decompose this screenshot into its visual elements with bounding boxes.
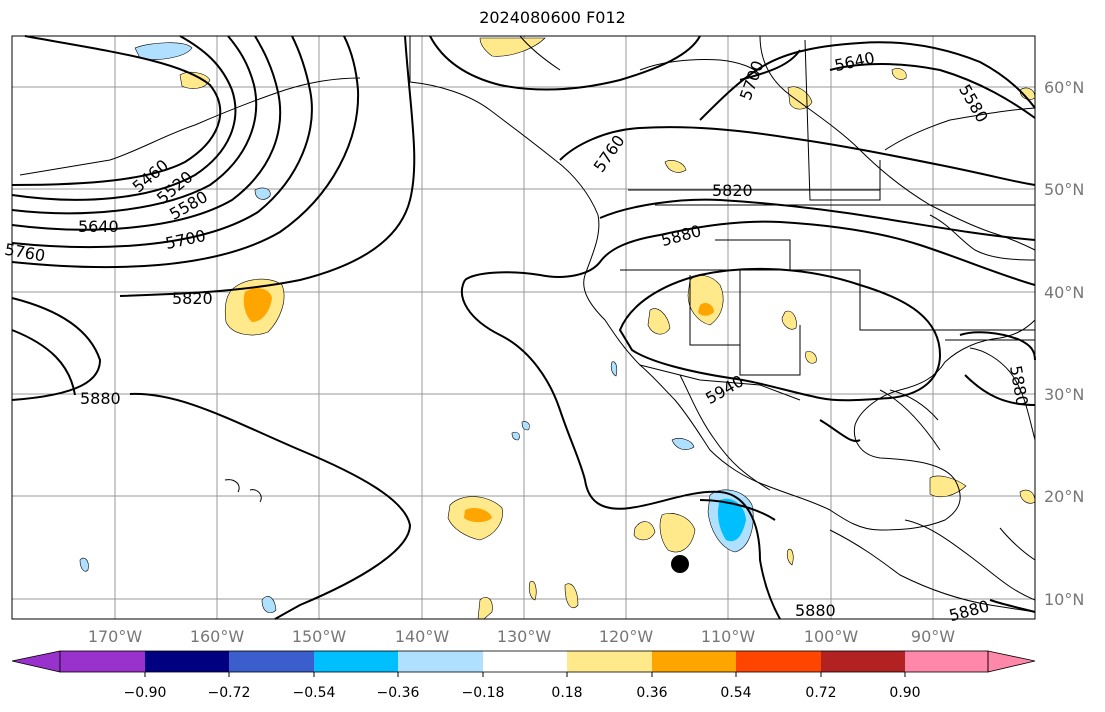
graticule — [12, 36, 1035, 619]
lat-label: 40°N — [1044, 283, 1084, 302]
colorbar-extend-high — [987, 650, 1036, 673]
colorbar-segment — [398, 651, 483, 672]
lat-label: 20°N — [1044, 487, 1084, 506]
lat-label: 50°N — [1044, 180, 1084, 199]
colorbar-tick-label: 0.36 — [636, 685, 667, 701]
colorbar-segment — [314, 651, 398, 672]
contour-label: 5640 — [78, 217, 119, 236]
colorbar-segment — [145, 651, 229, 672]
lon-label: 90°W — [911, 627, 955, 646]
colorbar-tick-label: −0.54 — [293, 685, 336, 701]
lon-label: 150°W — [292, 627, 347, 646]
lon-label: 170°W — [88, 627, 143, 646]
lat-label: 10°N — [1044, 590, 1084, 609]
lon-label: 110°W — [701, 627, 756, 646]
colorbar-segment — [483, 651, 567, 672]
lat-label: 60°N — [1044, 78, 1084, 97]
colorbar-segment — [567, 651, 652, 672]
height-contours — [11, 35, 1036, 620]
colorbar-tick-label: −0.72 — [208, 685, 251, 701]
longitude-labels: 170°W 160°W 150°W 140°W 130°W 120°W 110°… — [88, 627, 955, 646]
colorbar-segment — [60, 651, 145, 672]
colorbar: −0.90 −0.72 −0.54 −0.36 −0.18 0.18 0.36 … — [11, 650, 1036, 701]
lon-label: 160°W — [190, 627, 245, 646]
map-border — [11, 35, 1036, 620]
lon-label: 130°W — [497, 627, 552, 646]
colorbar-segment — [229, 651, 314, 672]
colorbar-tick-label: 0.54 — [720, 685, 751, 701]
colorbar-segment — [905, 651, 988, 672]
lon-label: 140°W — [395, 627, 450, 646]
colorbar-segment — [736, 651, 821, 672]
map-title: 2024080600 F012 — [479, 8, 626, 27]
lon-label: 100°W — [804, 627, 859, 646]
contour-label: 5820 — [172, 289, 213, 308]
colorbar-tick-label: 0.18 — [551, 685, 582, 701]
colorbar-extend-low — [11, 650, 61, 673]
colorbar-tick-label: −0.36 — [377, 685, 420, 701]
coastlines — [19, 35, 1036, 613]
storm-center-marker — [671, 555, 689, 573]
colorbar-segment — [821, 651, 905, 672]
lat-label: 30°N — [1044, 385, 1084, 404]
contour-label: 5820 — [712, 181, 753, 200]
colorbar-tick-label: −0.18 — [462, 685, 505, 701]
lon-label: 120°W — [599, 627, 654, 646]
contour-label: 5880 — [80, 389, 121, 408]
colorbar-tick-label: 0.90 — [889, 685, 920, 701]
colorbar-segment — [652, 651, 736, 672]
contour-label: 5880 — [795, 601, 836, 620]
colorbar-tick-label: 0.72 — [805, 685, 836, 701]
colorbar-tick-label: −0.90 — [124, 685, 167, 701]
latitude-labels: 10°N 20°N 30°N 40°N 50°N 60°N — [1044, 78, 1084, 609]
